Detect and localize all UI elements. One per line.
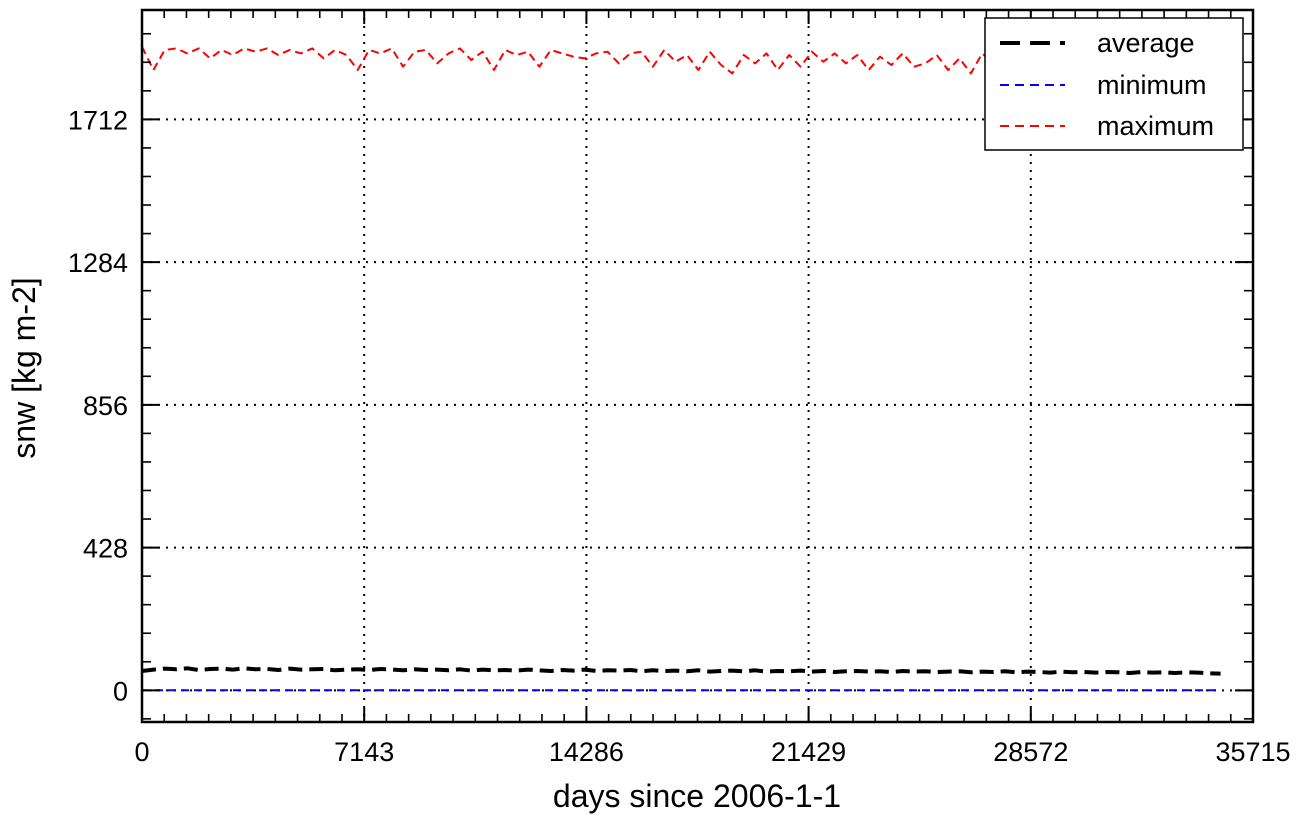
x-tick-label: 7143 [334, 737, 394, 767]
y-tick-label: 1284 [68, 248, 128, 278]
legend: average minimum maximum [984, 17, 1244, 151]
legend-label-average: average [1097, 28, 1195, 58]
x-tick-label: 35715 [1215, 737, 1290, 767]
legend-label-maximum: maximum [1097, 111, 1214, 141]
x-tick-label: 14286 [549, 737, 624, 767]
series-line-maximum [141, 46, 1221, 78]
ticks [141, 10, 1254, 722]
series-line-average [141, 666, 1221, 676]
x-axis-title: days since 2006-1-1 [553, 778, 841, 814]
x-tick-label: 28572 [993, 737, 1068, 767]
x-tick-label: 21429 [771, 737, 846, 767]
legend-box [984, 17, 1244, 151]
y-tick-label: 856 [83, 391, 128, 421]
tick-labels: 0 7143 14286 21429 28572 35715 0 428 856 1284 1712 [68, 105, 1291, 767]
series-lines [141, 46, 1221, 692]
plot-frame [140, 8, 1255, 724]
y-tick-label: 0 [113, 676, 128, 706]
x-tick-label: 0 [134, 737, 149, 767]
legend-label-minimum: minimum [1097, 70, 1207, 100]
y-axis-title: snw [kg m-2] [6, 277, 42, 458]
y-tick-label: 428 [83, 534, 128, 564]
y-tick-label: 1712 [68, 105, 128, 135]
